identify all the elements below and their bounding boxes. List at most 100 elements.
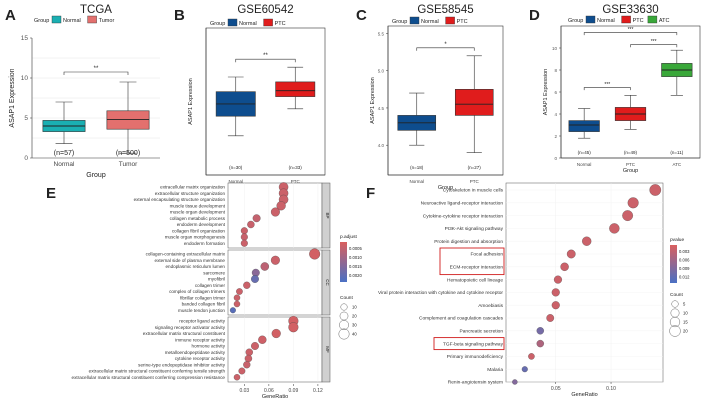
x-tick-label: PTC [626, 162, 636, 167]
term-label: Protein digestion and absorption [434, 239, 503, 245]
sig-bracket [583, 87, 631, 91]
legend-title: Count [340, 295, 353, 301]
x-tick-label: PTC [291, 179, 301, 184]
dot [566, 249, 576, 259]
term-label: TGF-beta signaling pathway [443, 341, 504, 347]
x-tick-label: 0.03 [239, 388, 249, 394]
x-tick-label: Normal [54, 161, 76, 168]
dot [546, 314, 555, 322]
dot [528, 353, 535, 360]
dot [551, 288, 560, 297]
legend-swatch [87, 15, 97, 24]
sig-label: *** [651, 39, 657, 45]
dot [233, 294, 241, 301]
legend-tick: 40 [352, 332, 357, 337]
dot [260, 262, 270, 271]
y-tick-label: 5.0 [378, 69, 385, 74]
dot [288, 322, 299, 333]
size-legend-circle [669, 316, 681, 328]
dot [240, 233, 248, 241]
term-label: Focal adhesion [470, 252, 503, 258]
y-axis-label: ASAP1 Expression [188, 78, 194, 124]
dot [251, 275, 259, 283]
legend-tick: 20 [352, 314, 357, 319]
box-normal: (n=45) Normal [568, 108, 600, 167]
box-ptc: (n=49) PTC [614, 95, 647, 167]
term-label: hormone activity [192, 344, 226, 349]
sig-bracket [583, 32, 678, 36]
term-label: Malaria [487, 367, 503, 373]
legend-tick: 0.0020 [349, 273, 362, 278]
term-label: fibrillar collagen trimer [180, 295, 225, 300]
box-body [454, 89, 494, 116]
colorbar [670, 245, 677, 283]
dot [271, 328, 281, 339]
legend-tick: 30 [352, 323, 357, 328]
panel-title: GSE33630 [602, 4, 658, 16]
dot [622, 210, 634, 221]
panel-letter: F [366, 185, 375, 202]
dot [233, 300, 241, 308]
term-label: PI3K-Akt signaling pathway [445, 226, 504, 232]
sig-label: ** [94, 66, 99, 72]
y-tick-label: 10 [21, 75, 29, 82]
dot [258, 335, 267, 344]
y-tick-label: 4.5 [378, 106, 385, 111]
term-label: complex of collagen trimers [169, 289, 226, 294]
term-label: immune receptor activity [175, 337, 225, 342]
y-axis-label: ASAP1 Expression [9, 68, 16, 127]
x-tick-label: 0.09 [289, 388, 299, 394]
dot [521, 366, 528, 373]
x-tick-label: ATC [672, 162, 681, 167]
box-normal: (n=57) Normal [42, 101, 86, 168]
term-label: metalloendopeptidase activity [165, 350, 226, 355]
term-label: extracellular matrix structural constitu… [89, 369, 226, 374]
term-label: muscle organ morphogenesis [165, 235, 226, 240]
term-label: Complement and coagulation cascades [419, 316, 504, 322]
y-tick-label: 5.5 [378, 31, 385, 36]
y-tick-label: 6 [554, 90, 557, 95]
y-tick-label: 0 [24, 155, 28, 162]
legend-tick: 0.006 [679, 258, 690, 263]
dot [243, 281, 251, 289]
legend-swatch [51, 15, 62, 24]
dot [582, 236, 592, 246]
y-tick-label: 0 [554, 156, 557, 161]
panel-letter: C [356, 7, 367, 24]
legend-tick: 0.009 [679, 266, 690, 271]
legend-label: ATC [659, 18, 670, 24]
term-label: ECM-receptor interaction [450, 265, 504, 271]
dot [536, 327, 544, 335]
x-axis-label: Group [623, 168, 638, 174]
facet-strip [321, 316, 331, 383]
term-label: Hematopoietic cell lineage [447, 277, 503, 283]
term-label: Pancreatic secretion [460, 329, 504, 335]
legend-swatch [585, 15, 596, 24]
n-label: (n=500) [116, 150, 140, 157]
dot [560, 262, 569, 272]
x-tick-label: 0.10 [606, 386, 616, 392]
legend-tick: 0.003 [679, 249, 690, 254]
term-label: collagen metabolic process [170, 216, 226, 221]
highlight-box [439, 247, 505, 276]
dot [252, 214, 261, 223]
dot [245, 348, 253, 356]
dot [251, 342, 259, 350]
panel-c: C GSE58545 Group Normal PTC 4.0 4.5 5.0 5.5 ASAP1… [356, 4, 504, 191]
legend-label: PTC [633, 18, 644, 24]
box-ptc: (n=27) PTC [454, 55, 494, 184]
dot [240, 227, 248, 235]
legend-title: pvalue [670, 237, 684, 243]
panel-b: B GSE60542 Group Normal PTC ASAP1 Expression (… [174, 4, 326, 191]
x-axis-label: GeneRatio [571, 392, 597, 398]
facet-strip-label: BP [325, 212, 330, 218]
x-tick-label: PTC [470, 179, 480, 184]
legend-tick: 10 [352, 305, 357, 310]
box-body [275, 81, 316, 97]
panel-d: D GSE33630 Group Normal PTC ATC 0 2 4 6 8 10 ASAP1 E… [529, 4, 701, 174]
legend-swatch [227, 18, 238, 27]
term-label: endoplasmic reticulum lumen [166, 264, 226, 269]
